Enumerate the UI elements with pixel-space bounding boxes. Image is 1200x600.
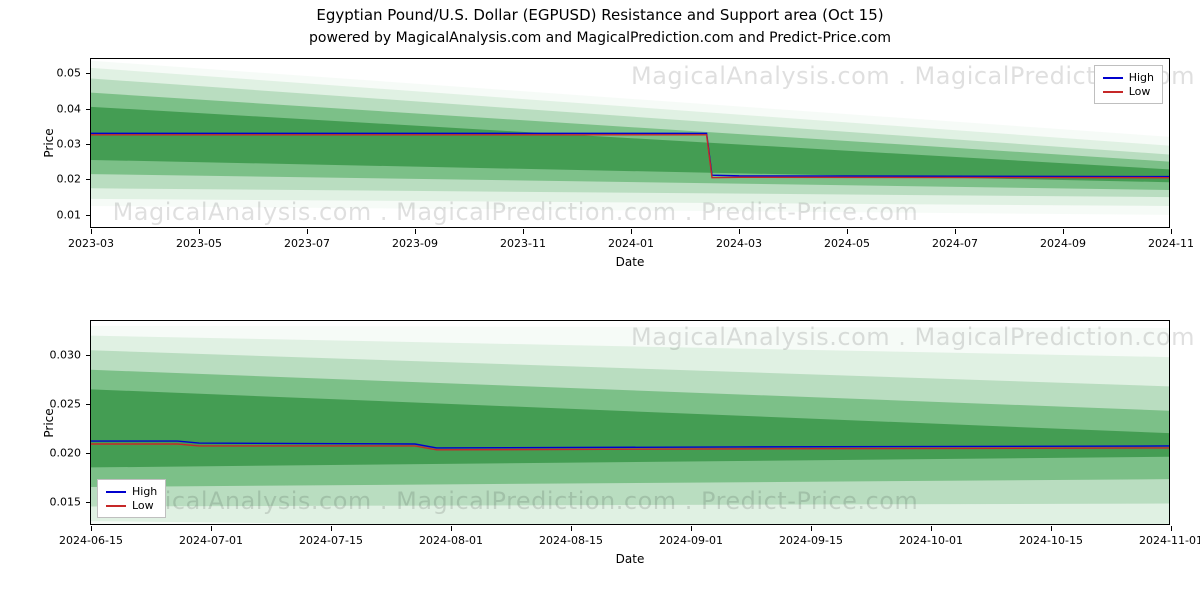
ytick-label: 0.015 xyxy=(31,495,81,508)
xtick-label: 2024-11 xyxy=(1148,237,1194,250)
xtick-label: 2023-09 xyxy=(392,237,438,250)
xtick-label: 2024-09-01 xyxy=(659,534,723,547)
figure: Egyptian Pound/U.S. Dollar (EGPUSD) Resi… xyxy=(0,0,1200,600)
xtick-label: 2024-05 xyxy=(824,237,870,250)
legend-item: High xyxy=(106,485,157,498)
legend-item: High xyxy=(1103,71,1154,84)
xtick-mark xyxy=(331,526,332,531)
x-axis-label: Date xyxy=(91,255,1169,269)
legend-item: Low xyxy=(1103,85,1154,98)
x-axis-label: Date xyxy=(91,552,1169,566)
chart-panel-bottom: MagicalAnalysis.com . MagicalPrediction.… xyxy=(90,320,1170,525)
xtick-label: 2024-07-01 xyxy=(179,534,243,547)
xtick-mark xyxy=(739,229,740,234)
xtick-label: 2024-09-15 xyxy=(779,534,843,547)
xtick-label: 2024-01 xyxy=(608,237,654,250)
legend-swatch xyxy=(106,505,126,507)
low-line xyxy=(91,135,1169,178)
xtick-mark xyxy=(691,526,692,531)
xtick-label: 2024-10-15 xyxy=(1019,534,1083,547)
legend-swatch xyxy=(106,491,126,493)
xtick-mark xyxy=(307,229,308,234)
legend-label: High xyxy=(132,485,157,498)
xtick-mark xyxy=(847,229,848,234)
xtick-mark xyxy=(91,526,92,531)
ytick-label: 0.020 xyxy=(31,446,81,459)
xtick-label: 2023-11 xyxy=(500,237,546,250)
legend-swatch xyxy=(1103,91,1123,93)
xtick-mark xyxy=(451,526,452,531)
xtick-label: 2024-11-01 xyxy=(1139,534,1200,547)
chart-subtitle: powered by MagicalAnalysis.com and Magic… xyxy=(0,30,1200,46)
ytick-label: 0.05 xyxy=(31,67,81,80)
xtick-label: 2024-07 xyxy=(932,237,978,250)
xtick-label: 2023-07 xyxy=(284,237,330,250)
ytick-label: 0.01 xyxy=(31,208,81,221)
xtick-mark xyxy=(631,229,632,234)
xtick-label: 2024-08-15 xyxy=(539,534,603,547)
xtick-mark xyxy=(523,229,524,234)
price-lines xyxy=(91,59,1169,227)
legend-item: Low xyxy=(106,499,157,512)
xtick-mark xyxy=(1171,229,1172,234)
high-line xyxy=(91,441,1169,448)
ytick-label: 0.025 xyxy=(31,397,81,410)
xtick-mark xyxy=(931,526,932,531)
xtick-label: 2023-03 xyxy=(68,237,114,250)
chart-panel-top: MagicalAnalysis.com . MagicalPrediction.… xyxy=(90,58,1170,228)
plot-area xyxy=(91,59,1169,227)
xtick-mark xyxy=(1171,526,1172,531)
high-line xyxy=(91,133,1169,176)
y-axis-label: Price xyxy=(42,113,56,173)
legend-label: Low xyxy=(132,499,154,512)
legend: HighLow xyxy=(1094,65,1163,104)
chart-title: Egyptian Pound/U.S. Dollar (EGPUSD) Resi… xyxy=(0,6,1200,24)
xtick-label: 2024-09 xyxy=(1040,237,1086,250)
ytick-label: 0.02 xyxy=(31,173,81,186)
xtick-mark xyxy=(415,229,416,234)
xtick-label: 2024-03 xyxy=(716,237,762,250)
xtick-mark xyxy=(1063,229,1064,234)
xtick-label: 2023-05 xyxy=(176,237,222,250)
xtick-mark xyxy=(199,229,200,234)
xtick-mark xyxy=(211,526,212,531)
legend-label: Low xyxy=(1129,85,1151,98)
legend-label: High xyxy=(1129,71,1154,84)
price-lines xyxy=(91,321,1169,524)
xtick-label: 2024-08-01 xyxy=(419,534,483,547)
xtick-mark xyxy=(91,229,92,234)
xtick-mark xyxy=(955,229,956,234)
ytick-label: 0.04 xyxy=(31,102,81,115)
y-axis-label: Price xyxy=(42,393,56,453)
xtick-label: 2024-06-15 xyxy=(59,534,123,547)
xtick-mark xyxy=(811,526,812,531)
xtick-label: 2024-10-01 xyxy=(899,534,963,547)
ytick-label: 0.030 xyxy=(31,349,81,362)
plot-area xyxy=(91,321,1169,524)
ytick-label: 0.03 xyxy=(31,138,81,151)
legend: HighLow xyxy=(97,479,166,518)
xtick-mark xyxy=(1051,526,1052,531)
xtick-label: 2024-07-15 xyxy=(299,534,363,547)
legend-swatch xyxy=(1103,77,1123,79)
xtick-mark xyxy=(571,526,572,531)
